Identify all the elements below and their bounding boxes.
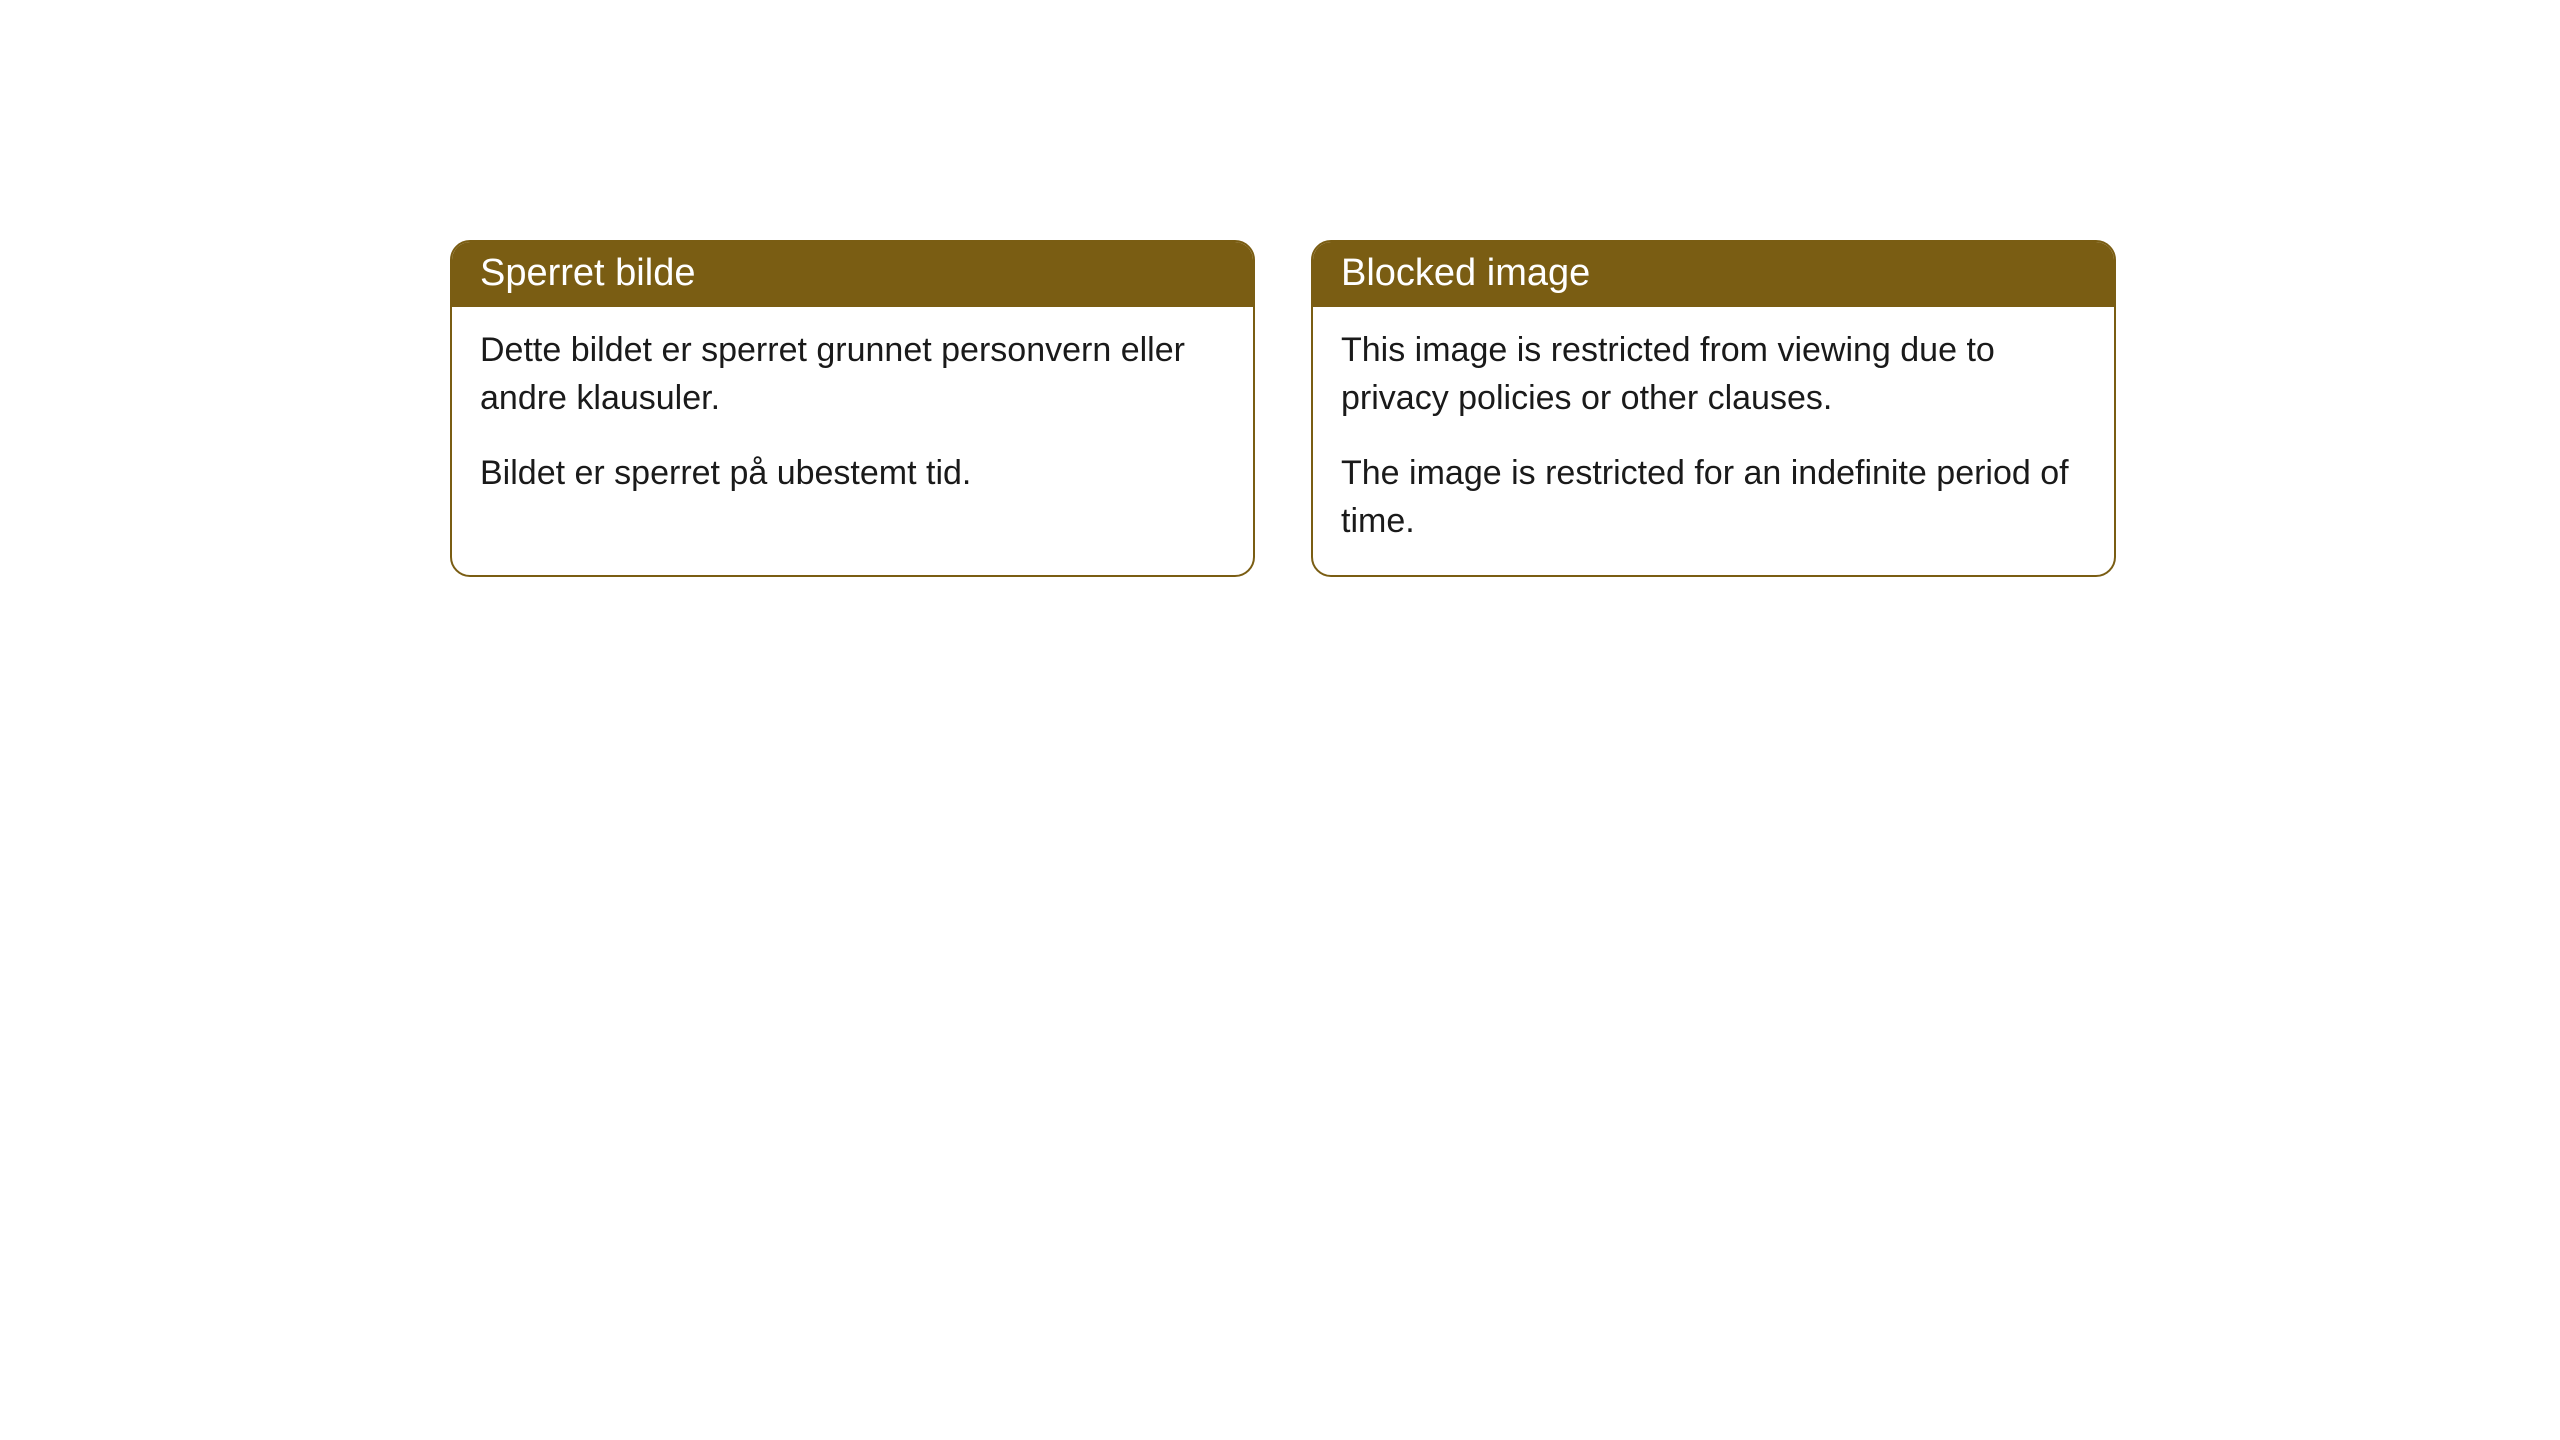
notice-card-norwegian: Sperret bilde Dette bildet er sperret gr… xyxy=(450,240,1255,577)
notice-body: This image is restricted from viewing du… xyxy=(1313,307,2114,575)
notice-card-english: Blocked image This image is restricted f… xyxy=(1311,240,2116,577)
notice-paragraph: The image is restricted for an indefinit… xyxy=(1341,450,2086,545)
notice-container: Sperret bilde Dette bildet er sperret gr… xyxy=(0,0,2560,577)
notice-body: Dette bildet er sperret grunnet personve… xyxy=(452,307,1253,528)
notice-paragraph: This image is restricted from viewing du… xyxy=(1341,327,2086,422)
notice-header: Blocked image xyxy=(1313,242,2114,307)
notice-paragraph: Dette bildet er sperret grunnet personve… xyxy=(480,327,1225,422)
notice-header: Sperret bilde xyxy=(452,242,1253,307)
notice-paragraph: Bildet er sperret på ubestemt tid. xyxy=(480,450,1225,498)
